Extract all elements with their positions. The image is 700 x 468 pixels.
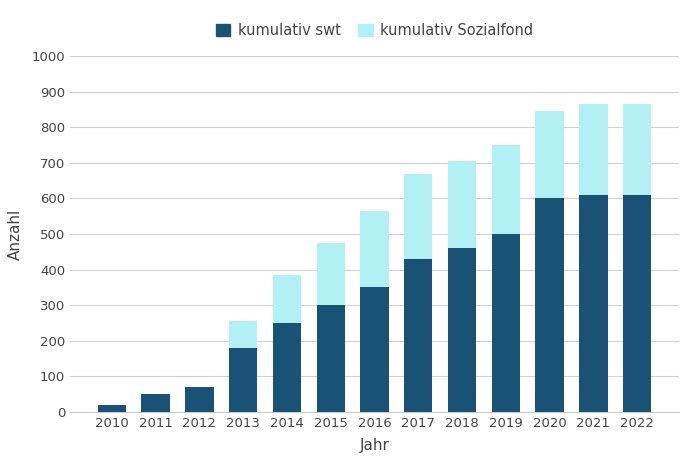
- Bar: [404, 259, 433, 412]
- Bar: [491, 145, 520, 234]
- Bar: [404, 174, 433, 259]
- Bar: [229, 348, 258, 412]
- Bar: [579, 195, 608, 412]
- Bar: [448, 248, 476, 412]
- Bar: [229, 321, 258, 348]
- Bar: [448, 161, 476, 248]
- Bar: [273, 323, 301, 412]
- Bar: [623, 104, 651, 195]
- X-axis label: Jahr: Jahr: [360, 438, 389, 453]
- Bar: [579, 104, 608, 195]
- Bar: [316, 243, 345, 305]
- Bar: [491, 234, 520, 412]
- Y-axis label: Anzahl: Anzahl: [8, 208, 23, 260]
- Bar: [623, 195, 651, 412]
- Bar: [316, 305, 345, 412]
- Bar: [536, 111, 564, 198]
- Legend: kumulativ swt, kumulativ Sozialfond: kumulativ swt, kumulativ Sozialfond: [210, 17, 539, 44]
- Bar: [536, 198, 564, 412]
- Bar: [141, 394, 170, 412]
- Bar: [360, 211, 388, 287]
- Bar: [360, 287, 388, 412]
- Bar: [186, 387, 214, 412]
- Bar: [98, 405, 126, 412]
- Bar: [273, 275, 301, 323]
